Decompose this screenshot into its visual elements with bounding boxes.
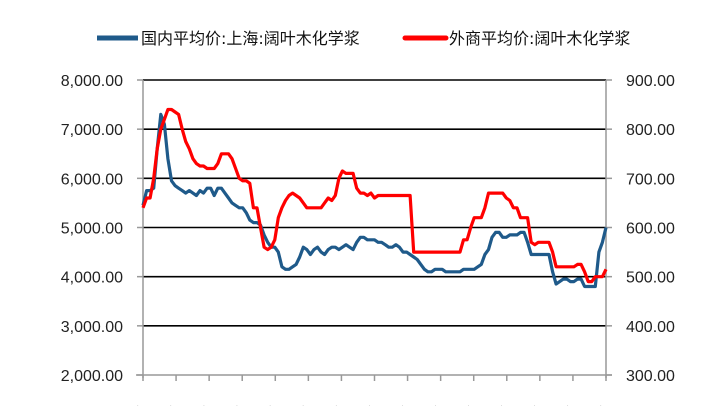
left-axis-tick-label: 7,000.00 [61,122,123,139]
x-axis-tick-label: -04 [353,403,381,406]
right-axis-tick-label: 600.00 [626,221,675,238]
x-axis-tick-label: -04 [452,403,480,406]
right-axis-tick-label: 900.00 [626,73,675,90]
left-axis-tick-label: 8,000.00 [61,73,123,90]
x-axis-tick-label: -04 [221,403,249,406]
right-axis-tick-label: 500.00 [626,270,675,287]
right-axis-tick-label: 800.00 [626,122,675,139]
x-axis-tick-label: -04 [551,403,579,406]
right-axis-tick-label: 400.00 [626,319,675,336]
left-axis-tick-label: 4,000.00 [61,270,123,287]
x-axis-tick-label: -04 [386,403,414,406]
right-axis-tick-label: 700.00 [626,171,675,188]
left-axis-tick-label: 6,000.00 [61,171,123,188]
x-axis-tick-label: -04 [584,403,612,406]
x-axis-tick-label: -04 [188,403,216,406]
x-axis-tick-label: -04 [485,403,513,406]
x-axis-tick-label: -04 [254,403,282,406]
x-axis-tick-label: -04 [121,403,149,406]
legend: 国内平均价:上海:阔叶木化学浆 外商平均价:阔叶木化学浆 [97,29,630,48]
left-axis-ticks: 8,000.00 7,000.00 6,000.00 5,000.00 4,000.00… [61,73,143,385]
x-axis-tick-label: -04 [287,403,315,406]
right-axis-tick-label: 300.00 [626,368,675,385]
gridlines [143,79,606,327]
left-axis-tick-label: 3,000.00 [61,319,123,336]
x-axis-tick-label: -04 [518,403,546,406]
series-foreign-line [141,107,608,284]
x-axis-tick-label: -04 [320,403,348,406]
left-axis-tick-label: 5,000.00 [61,221,123,238]
x-axis-tick-label: -04 [155,403,183,406]
x-axis-ticks: -04 -04 -04 -04 -04 -04 -04 -04 -04 -04 -04 -04 -04 -… [121,375,613,406]
right-axis-ticks: 900.00 800.00 700.00 600.00 500.00 400.00 300.… [606,73,675,385]
legend-label-foreign: 外商平均价:阔叶木化学浆 [449,29,630,48]
x-axis-tick-label: -04 [419,403,447,406]
left-axis-tick-label: 2,000.00 [61,368,123,385]
legend-label-domestic: 国内平均价:上海:阔叶木化学浆 [141,29,360,48]
series-domestic-line [141,112,608,289]
